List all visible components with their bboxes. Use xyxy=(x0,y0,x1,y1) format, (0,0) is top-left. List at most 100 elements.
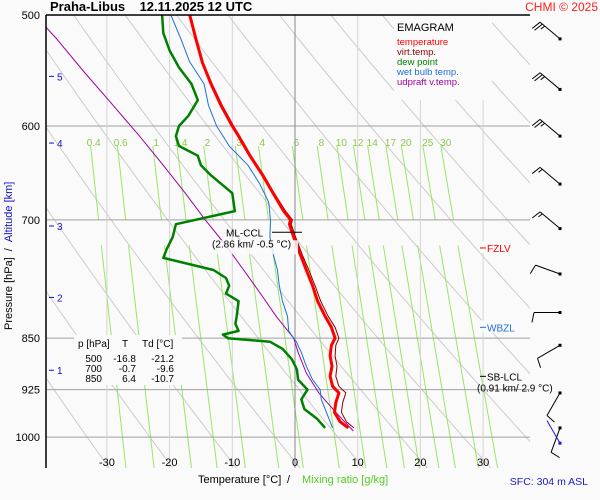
fzlv-label: FZLV xyxy=(487,244,511,255)
surface-label: SFC: 304 m ASL xyxy=(510,476,588,488)
wbzl-label: WBZL xyxy=(487,323,515,334)
wind-barb xyxy=(531,211,562,231)
series-udpraft-v-temp-line xyxy=(46,26,354,432)
wind-barb-staff xyxy=(546,392,561,416)
lcl-label: SB-LCL xyxy=(487,372,522,383)
dry-adiabat-line xyxy=(537,15,600,478)
mixing-ratio-label: 2 xyxy=(205,138,211,149)
wind-barb xyxy=(531,118,562,138)
surface-wind-barb xyxy=(546,420,562,445)
wind-barb-feather xyxy=(531,21,541,29)
table-cell: -21.2 xyxy=(151,354,174,365)
x-tick-label: -10 xyxy=(224,457,240,469)
dry-adiabat-line xyxy=(124,15,492,468)
wind-barb-staff xyxy=(539,211,561,229)
mixing-ratio-label: 10 xyxy=(336,138,348,149)
wind-barb xyxy=(531,72,562,91)
wind-barb-feather xyxy=(537,358,542,368)
table-cell: -16.8 xyxy=(113,354,136,365)
y-axis-label-sep: / xyxy=(3,247,15,251)
table-cell: -10.7 xyxy=(151,374,174,385)
mixing-ratio-line xyxy=(382,245,421,468)
mixing-ratio-line xyxy=(336,145,349,220)
x-axis-label-sep: / xyxy=(287,474,291,486)
mixing-ratio-label: 14 xyxy=(367,138,379,149)
dry-adiabat-line xyxy=(46,290,174,468)
series-temperature-line xyxy=(188,15,350,430)
mixing-ratio-label: 17 xyxy=(385,138,397,149)
altitude-tick-label: 4 xyxy=(57,139,63,150)
x-tick-label: 10 xyxy=(352,457,364,469)
mixing-ratio-label: 8 xyxy=(319,138,325,149)
wind-barb-staff xyxy=(550,427,561,453)
copyright-label: CHMI © 2025 xyxy=(525,0,598,14)
legend-wet-bulb: wet bulb temp. xyxy=(396,67,459,78)
x-tick-label: 30 xyxy=(477,457,489,469)
wind-barb-half-feather xyxy=(538,168,543,173)
mixing-ratio-line xyxy=(116,145,127,220)
mixing-ratio-line xyxy=(234,145,246,220)
mixing-ratio-line xyxy=(152,145,162,220)
table-cell: -0.7 xyxy=(119,364,137,375)
table-cell: 6.4 xyxy=(122,374,136,385)
wind-barb-feather xyxy=(531,166,541,174)
mixing-ratio-line xyxy=(176,145,187,220)
wind-barb-staff xyxy=(535,264,561,275)
wind-barb xyxy=(550,426,562,459)
mixing-ratio-line xyxy=(203,145,214,220)
wind-barb-feather xyxy=(531,72,541,80)
altitude-tick-label: 5 xyxy=(57,72,63,83)
wind-barb-feather xyxy=(529,264,536,274)
mixing-ratio-line xyxy=(331,245,367,468)
dry-adiabat-line xyxy=(381,15,530,184)
table-cell: 500 xyxy=(85,354,102,365)
y-axis-label-altitude: Altitude [km] xyxy=(3,182,15,243)
dry-adiabat-line xyxy=(73,15,428,468)
fzlv-bg xyxy=(480,240,522,253)
wind-barb-feather xyxy=(531,312,535,323)
mixing-ratio-line xyxy=(271,245,304,468)
altitude-tick-label: 3 xyxy=(57,222,63,233)
x-axis-label-mixing: Mixing ratio [g/kg] xyxy=(302,474,388,486)
x-tick-label: -30 xyxy=(99,457,115,469)
wind-barb-feather xyxy=(550,451,560,459)
x-tick-label: 20 xyxy=(414,457,426,469)
data-table-bg xyxy=(74,335,182,385)
mixing-ratio-line xyxy=(400,145,414,220)
wind-barb-staff xyxy=(539,166,561,185)
series-dew-point-line xyxy=(160,15,327,429)
wind-barb-staff xyxy=(546,420,561,444)
dry-adiabat-line xyxy=(279,15,530,310)
dry-adiabat-line xyxy=(588,15,600,478)
legend-title: EMAGRAM xyxy=(397,22,454,34)
wind-barb-half-feather xyxy=(540,25,545,30)
legend-box xyxy=(394,16,492,100)
table-cell: 700 xyxy=(85,364,102,375)
data-table: p [hPa] T Td [°C] 500 -16.8 -21.2 700 -0.7 -9.6 8… xyxy=(78,339,174,385)
wind-barb xyxy=(531,311,562,323)
wind-barb-feather xyxy=(531,211,541,219)
x-tick-label: -20 xyxy=(162,457,178,469)
wind-barb-half-feather xyxy=(540,122,545,127)
mixing-ratio-label: 4 xyxy=(260,138,266,149)
mixing-ratio-line xyxy=(215,245,246,468)
mixing-ratio-label: 20 xyxy=(400,138,412,149)
annotations: ML-CCL(2.86 km/ -0.5 °C) FZLV WBZL SB-LCL(0… xyxy=(208,228,553,394)
legend-updraft: udpraft v.temp. xyxy=(397,77,460,88)
mixing-ratio-line xyxy=(368,245,405,468)
wind-barb-feather xyxy=(534,120,543,128)
mixing-ratio-line xyxy=(439,245,479,468)
series-wet-bulb-temp-line xyxy=(170,15,334,429)
mixing-ratio-line xyxy=(440,145,455,220)
wind-barb-staff xyxy=(539,21,561,40)
legend-temperature: temperature xyxy=(397,37,448,48)
mixing-ratio-line xyxy=(385,145,399,220)
y-tick-label: 600 xyxy=(22,121,40,133)
table-cell: 850 xyxy=(85,374,102,385)
altitude-tick-label: 2 xyxy=(57,293,63,304)
mixing-ratio-line xyxy=(367,145,380,220)
x-axis-label-temperature: Temperature [°C] xyxy=(198,474,281,486)
mixing-ratio-line xyxy=(417,245,456,468)
